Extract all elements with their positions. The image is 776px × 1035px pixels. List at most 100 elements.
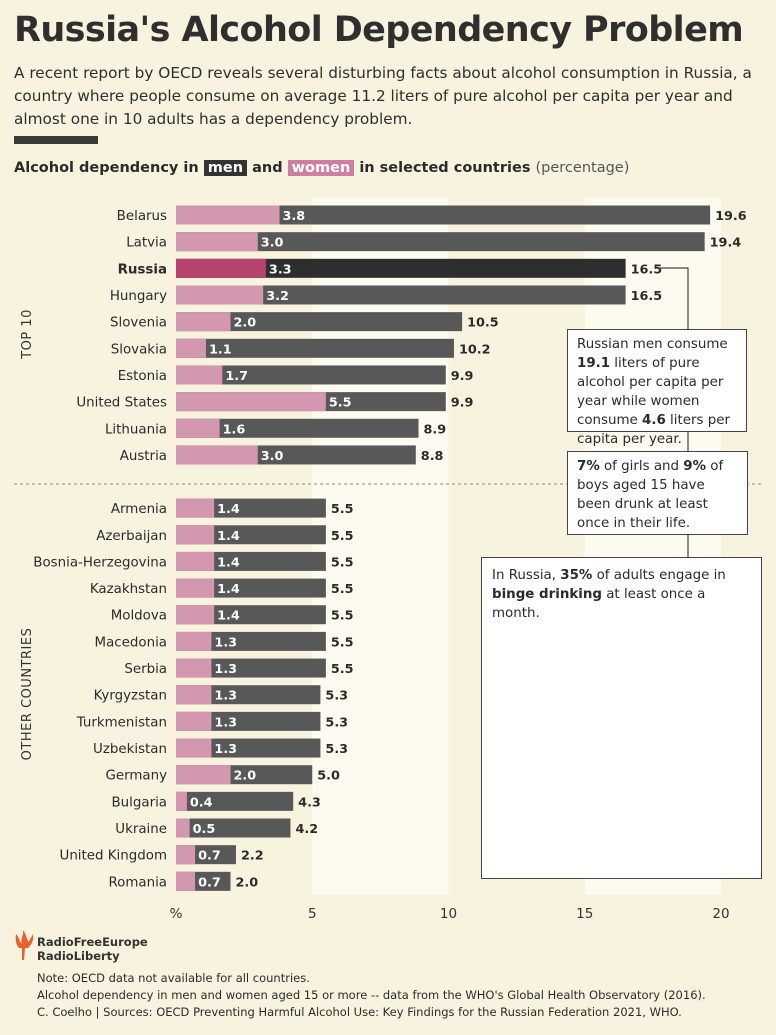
legend-women: women bbox=[287, 160, 355, 176]
bar-women bbox=[176, 365, 223, 385]
bar-women bbox=[176, 232, 258, 252]
callout-men-women-text-3: liters per capita per year. bbox=[577, 413, 730, 447]
bar-women bbox=[176, 685, 212, 705]
country-label: United Kingdom bbox=[60, 849, 167, 864]
callout-boys-value: 9% bbox=[683, 459, 707, 474]
bar-women bbox=[176, 711, 212, 731]
country-label: Bosnia-Herzegovina bbox=[33, 555, 167, 570]
bar-men bbox=[176, 738, 321, 758]
women-value-label: 1.4 bbox=[217, 555, 240, 570]
men-value-label: 5.3 bbox=[325, 742, 348, 757]
x-tick-label: 15 bbox=[576, 906, 593, 922]
country-label: Uzbekistan bbox=[93, 742, 167, 757]
women-value-label: 1.4 bbox=[217, 609, 240, 624]
bar-women bbox=[176, 205, 280, 225]
chart-heading-suffix: in selected countries bbox=[354, 160, 536, 176]
country-label: Macedonia bbox=[95, 635, 167, 650]
bar-men bbox=[176, 818, 291, 838]
country-label: Belarus bbox=[117, 209, 167, 224]
country-label: Ukraine bbox=[115, 822, 167, 837]
callout-men-value: 19.1 bbox=[577, 356, 611, 371]
country-label: Bulgaria bbox=[111, 795, 167, 810]
country-label: Russia bbox=[118, 262, 167, 277]
women-value-label: 1.1 bbox=[209, 342, 232, 357]
men-value-label: 16.5 bbox=[631, 289, 663, 304]
men-value-label: 19.6 bbox=[715, 209, 747, 224]
women-value-label: 1.4 bbox=[217, 502, 240, 517]
legend-men: men bbox=[203, 160, 248, 176]
men-value-label: 9.9 bbox=[451, 396, 474, 411]
men-value-label: 5.3 bbox=[325, 689, 348, 704]
callout-binge-term: binge drinking bbox=[492, 587, 602, 602]
bar-women bbox=[176, 578, 215, 598]
bar-women bbox=[176, 658, 212, 678]
men-value-label: 5.5 bbox=[331, 582, 354, 597]
bar-row: Armenia 1.4 5.5 bbox=[111, 498, 354, 518]
country-label: Lithuania bbox=[105, 422, 167, 437]
men-value-label: 5.0 bbox=[317, 769, 340, 784]
chart-heading-prefix: Alcohol dependency in bbox=[14, 160, 204, 176]
men-value-label: 8.9 bbox=[424, 422, 447, 437]
bar-row: Lithuania 1.6 8.9 bbox=[105, 418, 447, 438]
country-label: Hungary bbox=[110, 289, 167, 304]
bar-men bbox=[176, 711, 321, 731]
bar-row: Kyrgyzstan 1.3 5.3 bbox=[94, 685, 348, 705]
women-value-label: 0.5 bbox=[193, 822, 216, 837]
group-label-top10: TOP 10 bbox=[20, 309, 35, 360]
x-tick-label: 10 bbox=[440, 906, 457, 922]
bar-women bbox=[176, 392, 326, 412]
callout-men-women-text-1: Russian men consume bbox=[577, 337, 728, 352]
men-value-label: 8.8 bbox=[421, 449, 444, 464]
bar-row: Ukraine 0.5 4.2 bbox=[115, 818, 318, 838]
women-value-label: 1.3 bbox=[214, 742, 237, 757]
bar-women bbox=[176, 738, 212, 758]
callout-binge-text-3: at least once a month. bbox=[492, 587, 706, 621]
footnote-2: Alcohol dependency in men and women aged… bbox=[37, 988, 706, 1002]
bar-women bbox=[176, 445, 258, 465]
women-value-label: 1.4 bbox=[217, 582, 240, 597]
page-subtitle: A recent report by OECD reveals several … bbox=[14, 64, 752, 128]
x-tick-label: 20 bbox=[712, 906, 729, 922]
men-value-label: 5.5 bbox=[331, 662, 354, 677]
men-value-label: 10.5 bbox=[467, 316, 499, 331]
callout-youth-text-2: of boys aged 15 have been drunk at least… bbox=[577, 459, 724, 531]
bar-row: Latvia 3.0 19.4 bbox=[126, 232, 741, 252]
country-label: Slovakia bbox=[111, 342, 167, 357]
bar-women bbox=[176, 551, 215, 571]
bar-men bbox=[176, 312, 463, 332]
bar-men bbox=[176, 258, 626, 278]
bar-women bbox=[176, 285, 264, 305]
bar-women bbox=[176, 605, 215, 625]
bar-row: Russia 3.3 16.5 bbox=[118, 258, 662, 278]
bar-row: Austria 3.0 8.8 bbox=[120, 445, 444, 465]
country-label: Germany bbox=[105, 769, 167, 784]
bar-row: Estonia 1.7 9.9 bbox=[118, 365, 474, 385]
bar-row: Germany 2.0 5.0 bbox=[105, 765, 340, 785]
bar-row: Hungary 3.2 16.5 bbox=[110, 285, 663, 305]
chart-heading-middle: and bbox=[247, 160, 288, 176]
bar-row: Bulgaria 0.4 4.3 bbox=[111, 791, 321, 811]
country-label: Slovenia bbox=[110, 316, 167, 331]
bar-men bbox=[176, 205, 711, 225]
men-value-label: 5.5 bbox=[331, 609, 354, 624]
country-label: Serbia bbox=[124, 662, 167, 677]
women-value-label: 1.6 bbox=[223, 422, 246, 437]
women-value-label: 1.3 bbox=[214, 662, 237, 677]
bar-row: Turkmenistan 1.3 5.3 bbox=[76, 711, 348, 731]
rfe-torch-icon bbox=[15, 930, 34, 960]
country-label: Kazakhstan bbox=[90, 582, 167, 597]
callout-men-women: Russian men consume 19.1 liters of pure … bbox=[567, 329, 747, 447]
rfe-logo-line-1: RadioFreeEurope bbox=[37, 935, 148, 949]
bar-women bbox=[176, 845, 196, 865]
women-value-label: 1.3 bbox=[214, 715, 237, 730]
rfe-logo-text: RadioFreeEurope RadioLiberty bbox=[37, 935, 148, 963]
men-value-label: 5.5 bbox=[331, 529, 354, 544]
country-label: Austria bbox=[120, 449, 167, 464]
country-label: Azerbaijan bbox=[96, 529, 167, 544]
group-label-other: OTHER COUNTRIES bbox=[20, 628, 35, 761]
women-value-label: 0.4 bbox=[190, 795, 213, 810]
rfe-logo-line-2: RadioLiberty bbox=[37, 949, 120, 963]
bar-men bbox=[176, 658, 326, 678]
bar-women bbox=[176, 791, 187, 811]
chart-heading-unit: (percentage) bbox=[535, 160, 630, 176]
